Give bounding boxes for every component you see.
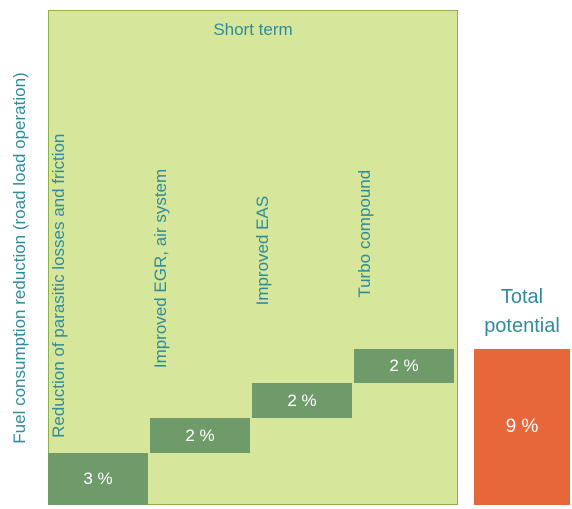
bar: 2 % bbox=[150, 418, 250, 453]
bar: 3 % bbox=[48, 452, 148, 505]
total-bar: 9 % bbox=[474, 348, 570, 505]
chart-title: Short term bbox=[213, 20, 293, 39]
category-label: Improved EGR, air system bbox=[151, 168, 170, 368]
category-label: Reduction of parasitic losses and fricti… bbox=[49, 133, 68, 438]
category-label: Turbo compound bbox=[355, 169, 374, 298]
total-label: Total potential bbox=[484, 285, 560, 337]
bar: 2 % bbox=[252, 383, 352, 419]
category-label: Improved EAS bbox=[253, 195, 272, 306]
y-axis-label: Fuel consumption reduction (road load op… bbox=[10, 72, 29, 444]
bar: 2 % bbox=[354, 348, 454, 384]
plot-area bbox=[48, 10, 458, 505]
